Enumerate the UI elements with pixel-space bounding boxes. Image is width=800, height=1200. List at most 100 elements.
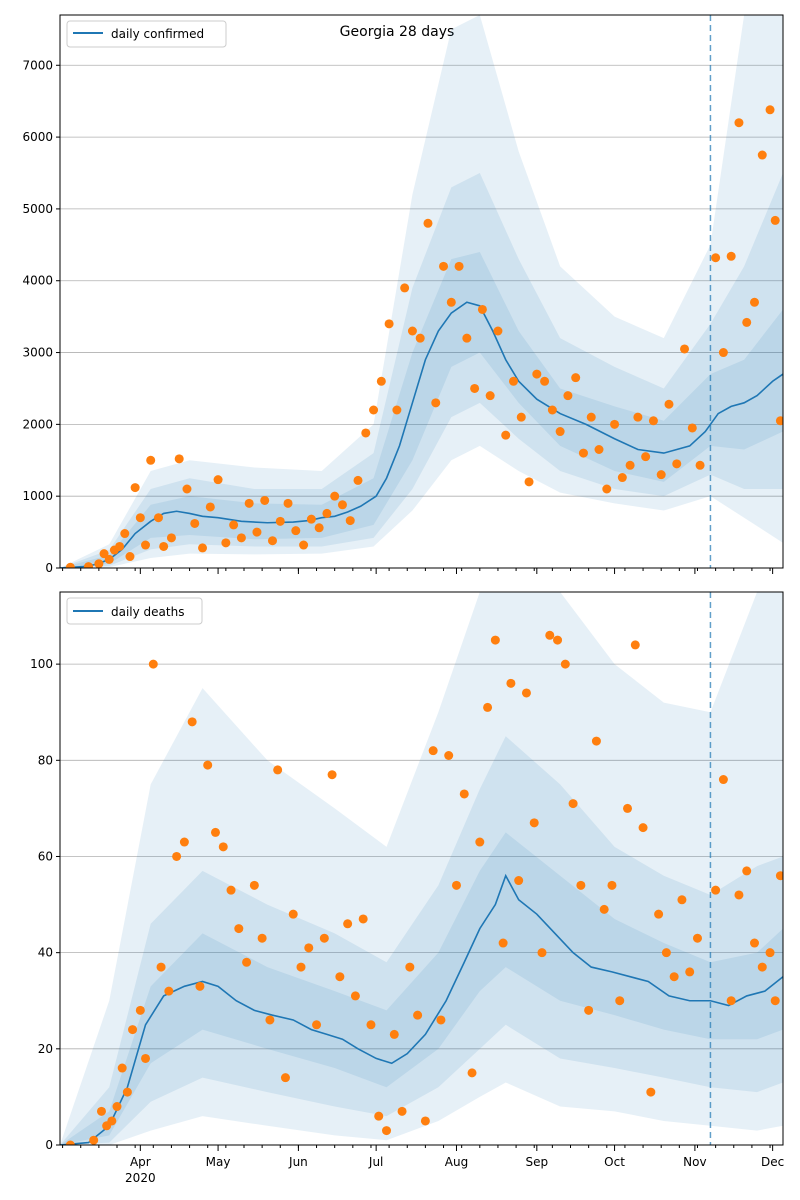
data-point (591, 736, 601, 746)
data-point (314, 523, 324, 533)
data-point (524, 477, 534, 487)
data-point (312, 1020, 322, 1030)
data-point (420, 1116, 430, 1126)
data-point (283, 498, 293, 508)
x-tick-label: Nov (683, 1155, 706, 1169)
data-point (405, 962, 415, 972)
data-point (345, 516, 355, 526)
data-point (578, 448, 588, 458)
data-point (128, 1025, 138, 1035)
chart-title: Georgia 28 days (340, 24, 455, 40)
data-point (529, 818, 539, 828)
data-point (451, 880, 461, 890)
data-point (555, 427, 565, 437)
data-point (734, 118, 744, 128)
x-tick-label: Aug (445, 1155, 468, 1169)
data-point (726, 251, 736, 261)
data-point (218, 842, 228, 852)
data-point (711, 885, 721, 895)
y-tick-label: 40 (38, 946, 53, 960)
data-point (757, 962, 767, 972)
data-point (470, 383, 480, 393)
data-point (229, 520, 239, 530)
y-tick-label: 0 (45, 561, 53, 575)
data-point (431, 398, 441, 408)
data-point (475, 837, 485, 847)
data-point (249, 880, 259, 890)
data-point (159, 541, 169, 551)
data-point (749, 297, 759, 307)
data-point (493, 326, 503, 336)
data-point (459, 789, 469, 799)
data-point (483, 702, 493, 712)
y-tick-label: 7000 (22, 58, 53, 72)
data-point (685, 967, 695, 977)
data-point (117, 1063, 127, 1073)
data-point (462, 333, 472, 343)
data-point (607, 880, 617, 890)
data-point (125, 552, 135, 562)
data-point (397, 1106, 407, 1116)
data-point (516, 412, 526, 422)
data-point (687, 423, 697, 433)
data-point (537, 948, 547, 958)
data-point (327, 770, 337, 780)
data-point (454, 261, 464, 271)
data-point (680, 344, 690, 354)
data-point (205, 502, 215, 512)
data-point (148, 659, 158, 669)
data-point (226, 885, 236, 895)
data-point (236, 533, 246, 543)
data-point (540, 376, 550, 386)
data-point (179, 837, 189, 847)
data-point (586, 412, 596, 422)
data-point (384, 319, 394, 329)
data-point (641, 452, 651, 462)
data-point (107, 1116, 117, 1126)
data-point (141, 1053, 151, 1063)
y-tick-label: 20 (38, 1042, 53, 1056)
data-point (514, 876, 524, 886)
data-point (343, 919, 353, 929)
data-point (353, 475, 363, 485)
data-point (280, 1073, 290, 1083)
data-point (770, 215, 780, 225)
data-point (477, 304, 487, 314)
data-point (210, 827, 220, 837)
data-point (382, 1126, 392, 1136)
data-point (677, 895, 687, 905)
data-point (630, 640, 640, 650)
data-point (84, 562, 94, 568)
data-point (146, 455, 156, 465)
data-point (765, 105, 775, 115)
y-tick-label: 80 (38, 753, 53, 767)
data-point (89, 1135, 99, 1145)
data-point (560, 659, 570, 669)
data-point (273, 765, 283, 775)
data-point (275, 516, 285, 526)
data-point (234, 924, 244, 934)
data-point (174, 454, 184, 464)
data-point (617, 473, 627, 483)
data-point (304, 943, 314, 953)
data-point (330, 491, 340, 501)
data-point (361, 428, 371, 438)
legend-box (66, 20, 227, 48)
data-point (623, 803, 633, 813)
data-point (260, 495, 270, 505)
data-point (571, 373, 581, 383)
data-point (568, 799, 578, 809)
data-point (547, 405, 557, 415)
axes-frame (59, 591, 784, 1146)
data-point (130, 483, 140, 493)
data-point (120, 529, 130, 539)
data-point (625, 460, 635, 470)
data-point (366, 1020, 376, 1030)
data-point (661, 948, 671, 958)
y-tick-label: 4000 (22, 274, 53, 288)
data-point (726, 996, 736, 1006)
data-point (267, 536, 277, 546)
data-point (656, 470, 666, 480)
x-tick-label: Dec (761, 1155, 784, 1169)
